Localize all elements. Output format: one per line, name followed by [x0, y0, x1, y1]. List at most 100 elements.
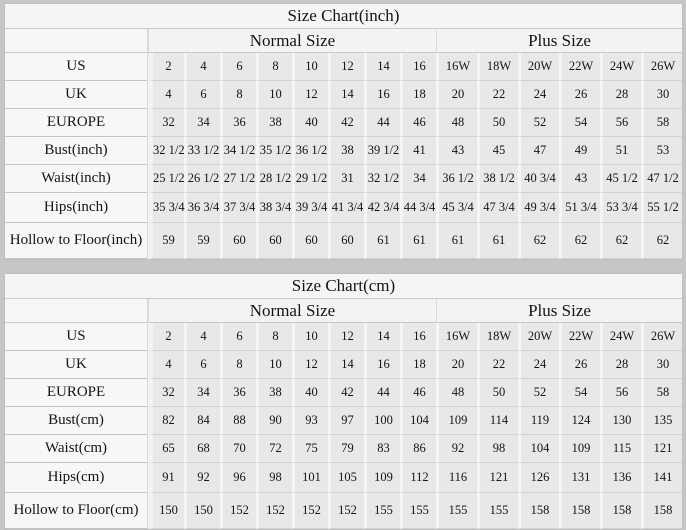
size-cell: 70 — [220, 435, 256, 463]
table-row: Hips(cm) 91 92 96 98 101 105 109 112 116 121 126 131… — [5, 463, 682, 493]
size-cell: 109 — [364, 463, 400, 493]
size-cell: 60 — [220, 223, 256, 259]
group-header-blank — [5, 29, 148, 53]
size-cell: 25 1/2 — [148, 165, 185, 193]
size-cell: 124 — [559, 407, 600, 435]
size-cell: 37 3/4 — [220, 193, 256, 223]
table-row: EUROPE 32 34 36 38 40 42 44 46 48 50 52 54 56 58 — [5, 379, 682, 407]
row-label: Hollow to Floor(cm) — [5, 493, 148, 529]
size-cell: 6 — [220, 323, 256, 351]
table-row: Hollow to Floor(inch) 59 59 60 60 60 60 61 61 61 6… — [5, 223, 682, 259]
size-cell: 39 3/4 — [292, 193, 328, 223]
table-row: Bust(inch) 32 1/2 33 1/2 34 1/2 35 1/2 36 1/2… — [5, 137, 682, 165]
size-cell: 55 1/2 — [641, 193, 682, 223]
size-cell: 158 — [600, 493, 641, 529]
size-cell: 88 — [220, 407, 256, 435]
size-cell: 61 — [364, 223, 400, 259]
size-cell: 47 — [518, 137, 559, 165]
row-label: UK — [5, 81, 148, 109]
size-cell: 6 — [184, 81, 220, 109]
table-row: UK 4 6 8 10 12 14 16 18 20 22 24 26 28 30 — [5, 81, 682, 109]
size-cell: 38 — [256, 379, 292, 407]
size-cell: 58 — [641, 379, 682, 407]
size-cell: 26 — [559, 81, 600, 109]
size-cell: 12 — [328, 53, 364, 81]
size-cell: 135 — [641, 407, 682, 435]
group-header-row: Normal Size Plus Size — [5, 299, 682, 323]
size-cell: 41 3/4 — [328, 193, 364, 223]
size-cell: 40 3/4 — [518, 165, 559, 193]
size-cell: 121 — [477, 463, 518, 493]
size-cell: 18W — [477, 323, 518, 351]
size-cell: 131 — [559, 463, 600, 493]
size-cell: 26W — [641, 53, 682, 81]
size-cell: 14 — [364, 53, 400, 81]
size-cell: 60 — [256, 223, 292, 259]
size-cell: 155 — [477, 493, 518, 529]
size-cell: 52 — [518, 109, 559, 137]
size-cell: 59 — [184, 223, 220, 259]
table-divider — [4, 260, 683, 273]
size-cell: 60 — [292, 223, 328, 259]
size-cell: 27 1/2 — [220, 165, 256, 193]
size-cell: 12 — [292, 81, 328, 109]
size-cell: 34 1/2 — [220, 137, 256, 165]
size-cell: 61 — [400, 223, 436, 259]
size-cell: 45 3/4 — [436, 193, 477, 223]
size-cell: 42 3/4 — [364, 193, 400, 223]
size-cell: 152 — [328, 493, 364, 529]
size-cell: 155 — [400, 493, 436, 529]
size-cell: 18 — [400, 81, 436, 109]
size-cell: 51 — [600, 137, 641, 165]
size-cell: 12 — [292, 351, 328, 379]
size-cell: 32 1/2 — [364, 165, 400, 193]
size-cell: 26W — [641, 323, 682, 351]
size-cell: 32 1/2 — [148, 137, 185, 165]
size-cell: 104 — [400, 407, 436, 435]
table-row: Waist(inch) 25 1/2 26 1/2 27 1/2 28 1/2 29 1/… — [5, 165, 682, 193]
size-cell: 90 — [256, 407, 292, 435]
size-cell: 47 3/4 — [477, 193, 518, 223]
size-cell: 93 — [292, 407, 328, 435]
size-cell: 97 — [328, 407, 364, 435]
row-label: Bust(cm) — [5, 407, 148, 435]
size-cell: 79 — [328, 435, 364, 463]
size-cell: 8 — [256, 53, 292, 81]
size-cell: 150 — [148, 493, 184, 529]
row-label: Waist(inch) — [5, 165, 148, 193]
size-cell: 100 — [364, 407, 400, 435]
row-label: Hips(cm) — [5, 463, 148, 493]
size-cell: 22W — [559, 53, 600, 81]
size-cell: 8 — [256, 323, 292, 351]
size-cell: 112 — [400, 463, 436, 493]
size-cell: 44 — [364, 379, 400, 407]
size-cell: 52 — [518, 379, 559, 407]
group-header-row: Normal Size Plus Size — [5, 29, 682, 53]
size-cell: 14 — [364, 323, 400, 351]
size-cell: 4 — [184, 323, 220, 351]
size-cell: 59 — [148, 223, 184, 259]
size-cell: 44 — [364, 109, 400, 137]
size-cell: 16W — [436, 323, 477, 351]
row-label: Hips(inch) — [5, 193, 148, 223]
size-cell: 130 — [600, 407, 641, 435]
size-cell: 56 — [600, 109, 641, 137]
size-cell: 155 — [364, 493, 400, 529]
size-cell: 152 — [292, 493, 328, 529]
table-row: US 2 4 6 8 10 12 14 16 16W 18W 20W 22W 24W 26W — [5, 323, 682, 351]
size-cell: 36 3/4 — [184, 193, 220, 223]
size-cell: 14 — [328, 351, 364, 379]
size-cell: 10 — [256, 351, 292, 379]
size-cell: 61 — [436, 223, 477, 259]
size-cell: 28 — [600, 351, 641, 379]
size-cell: 136 — [600, 463, 641, 493]
size-cell: 16W — [436, 53, 477, 81]
size-cell: 109 — [559, 435, 600, 463]
size-cell: 8 — [220, 81, 256, 109]
size-cell: 39 1/2 — [364, 137, 400, 165]
size-cell: 8 — [220, 351, 256, 379]
group-header: Normal Size — [148, 29, 436, 53]
size-cell: 155 — [436, 493, 477, 529]
table-row: Hips(inch) 35 3/4 36 3/4 37 3/4 38 3/4 39 3/4… — [5, 193, 682, 223]
